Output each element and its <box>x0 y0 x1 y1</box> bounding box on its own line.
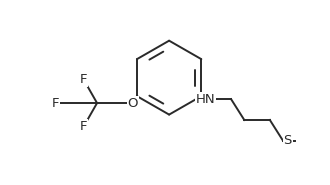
Text: F: F <box>80 120 88 133</box>
Text: S: S <box>283 134 292 147</box>
Text: F: F <box>80 73 88 86</box>
Text: F: F <box>51 97 59 110</box>
Text: O: O <box>127 97 138 110</box>
Text: HN: HN <box>196 93 215 106</box>
